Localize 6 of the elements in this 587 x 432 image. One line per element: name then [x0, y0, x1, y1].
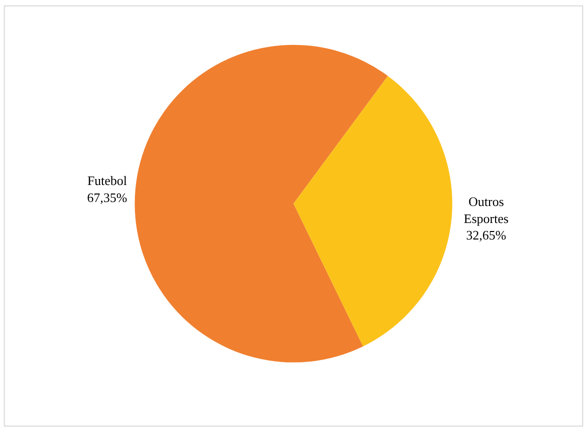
- slice-label: Outros Esportes: [464, 194, 509, 226]
- pie-slice: [294, 76, 452, 346]
- data-label: 32,65%: [466, 228, 506, 243]
- data-label: 67,35%: [87, 190, 128, 205]
- pie-slice: [134, 44, 388, 362]
- slice-label: Futebol: [87, 173, 128, 188]
